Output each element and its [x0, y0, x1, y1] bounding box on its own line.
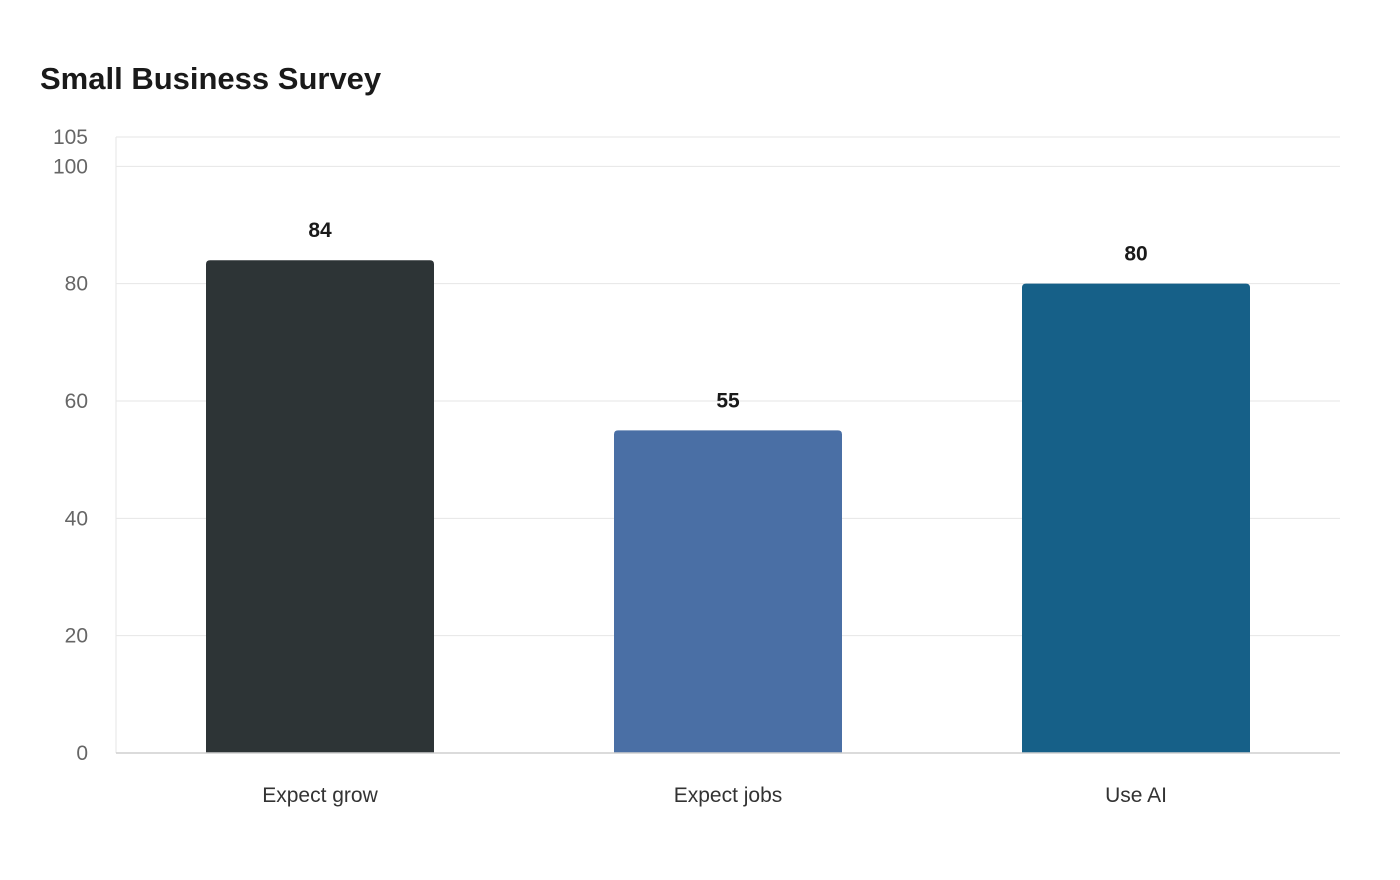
x-tick-label: Expect jobs	[674, 784, 783, 807]
y-tick-label: 0	[76, 742, 88, 765]
bar-value-label: 55	[716, 389, 740, 412]
bar	[206, 260, 434, 753]
y-tick-label: 100	[53, 155, 88, 178]
bar-value-label: 80	[1124, 243, 1147, 266]
data-labels: 84 55 80	[308, 219, 1147, 412]
chart-title: Small Business Survey	[40, 61, 382, 96]
bars	[206, 260, 1250, 753]
x-tick-label: Use AI	[1105, 784, 1167, 807]
y-tick-label: 105	[53, 126, 88, 149]
y-tick-label: 20	[65, 625, 88, 648]
y-tick-label: 60	[65, 390, 88, 413]
bar	[614, 430, 842, 753]
y-tick-label: 80	[65, 273, 88, 296]
bar	[1022, 283, 1250, 753]
x-tick-label: Expect grow	[262, 784, 378, 807]
y-axis: 0 20 40 60 80 100 105	[53, 126, 88, 765]
bar-value-label: 84	[308, 219, 332, 242]
x-axis: Expect grow Expect jobs Use AI	[262, 784, 1167, 807]
y-tick-label: 40	[65, 507, 88, 530]
